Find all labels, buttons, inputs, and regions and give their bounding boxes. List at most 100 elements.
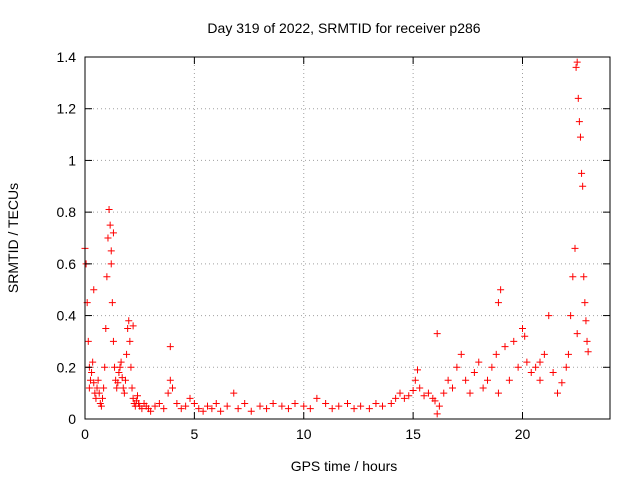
x-axis-label: GPS time / hours bbox=[291, 458, 398, 474]
data-point bbox=[160, 405, 168, 413]
data-point bbox=[117, 358, 125, 366]
data-point bbox=[128, 384, 136, 392]
data-point bbox=[350, 405, 358, 413]
data-point bbox=[578, 169, 586, 177]
x-tick-label: 20 bbox=[515, 426, 531, 442]
data-point bbox=[466, 389, 474, 397]
data-point bbox=[107, 247, 115, 255]
data-point bbox=[126, 337, 134, 345]
data-point bbox=[278, 402, 286, 410]
data-point bbox=[567, 312, 575, 320]
data-point bbox=[134, 392, 141, 400]
data-point bbox=[564, 350, 572, 358]
data-point bbox=[488, 363, 496, 371]
data-point bbox=[424, 389, 432, 397]
data-point bbox=[579, 182, 587, 190]
data-point bbox=[173, 399, 181, 407]
data-point bbox=[322, 399, 330, 407]
chart-title: Day 319 of 2022, SRMTID for receiver p28… bbox=[207, 20, 480, 36]
data-point bbox=[106, 221, 114, 229]
data-point bbox=[379, 402, 386, 410]
data-point bbox=[372, 399, 380, 407]
data-point bbox=[365, 405, 373, 413]
data-point bbox=[97, 402, 105, 410]
data-point bbox=[166, 376, 174, 384]
data-point bbox=[89, 358, 97, 366]
data-point bbox=[212, 399, 220, 407]
data-point bbox=[108, 299, 116, 307]
data-point bbox=[127, 363, 135, 371]
y-tick-label: 1 bbox=[68, 152, 76, 168]
data-point bbox=[519, 325, 526, 332]
y-tick-label: 1.4 bbox=[57, 49, 77, 65]
data-point bbox=[581, 299, 589, 307]
data-point bbox=[574, 94, 582, 102]
data-point bbox=[109, 229, 117, 237]
data-point bbox=[416, 384, 424, 392]
data-point bbox=[269, 399, 277, 407]
data-point bbox=[204, 402, 211, 410]
data-point bbox=[532, 363, 540, 371]
data-point bbox=[95, 389, 103, 397]
data-point bbox=[583, 337, 591, 345]
data-point bbox=[573, 330, 581, 338]
data-point bbox=[411, 376, 419, 384]
data-point bbox=[113, 384, 121, 392]
data-point bbox=[313, 394, 321, 402]
data-point bbox=[387, 399, 395, 407]
data-point bbox=[247, 407, 255, 415]
data-point bbox=[569, 273, 577, 281]
plot-frame bbox=[84, 56, 611, 420]
data-point bbox=[405, 392, 413, 400]
data-point bbox=[453, 363, 461, 371]
data-point bbox=[129, 322, 137, 330]
data-point bbox=[497, 286, 505, 294]
data-point bbox=[90, 286, 98, 294]
data-point bbox=[396, 389, 404, 397]
data-point bbox=[138, 405, 146, 413]
data-point bbox=[177, 405, 185, 413]
data-point bbox=[116, 363, 124, 371]
data-point bbox=[103, 273, 111, 281]
data-point bbox=[523, 358, 531, 366]
data-point bbox=[580, 273, 588, 281]
data-point bbox=[494, 389, 502, 397]
y-tick-label: 0.2 bbox=[57, 359, 77, 375]
data-point bbox=[584, 348, 592, 356]
data-point bbox=[109, 337, 117, 345]
data-point bbox=[536, 376, 544, 384]
data-point bbox=[449, 384, 456, 392]
data-point bbox=[88, 368, 96, 376]
data-point bbox=[121, 376, 129, 384]
x-tick-label: 10 bbox=[296, 426, 312, 442]
data-point bbox=[120, 389, 128, 397]
data-point bbox=[527, 368, 535, 376]
data-point bbox=[104, 234, 112, 242]
data-point bbox=[119, 384, 127, 392]
data-point bbox=[123, 350, 131, 358]
data-point bbox=[357, 402, 365, 410]
x-tick-label: 5 bbox=[190, 426, 198, 442]
data-point bbox=[435, 402, 443, 410]
data-point bbox=[510, 337, 518, 345]
data-point bbox=[433, 330, 441, 338]
data-point bbox=[335, 402, 343, 410]
data-point bbox=[94, 376, 102, 384]
data-point bbox=[462, 376, 470, 384]
data-point bbox=[562, 363, 570, 371]
data-point bbox=[234, 405, 242, 413]
y-tick-label: 0 bbox=[68, 411, 76, 427]
data-point bbox=[540, 350, 548, 358]
data-point bbox=[444, 376, 452, 384]
data-point bbox=[208, 405, 216, 413]
data-point bbox=[328, 405, 336, 413]
data-point bbox=[575, 118, 583, 126]
x-tick-label: 0 bbox=[81, 426, 89, 442]
data-point bbox=[400, 394, 408, 402]
data-point bbox=[100, 384, 108, 392]
data-point bbox=[190, 399, 198, 407]
data-point bbox=[457, 350, 465, 358]
data-point bbox=[514, 363, 522, 371]
data-point bbox=[114, 379, 122, 387]
